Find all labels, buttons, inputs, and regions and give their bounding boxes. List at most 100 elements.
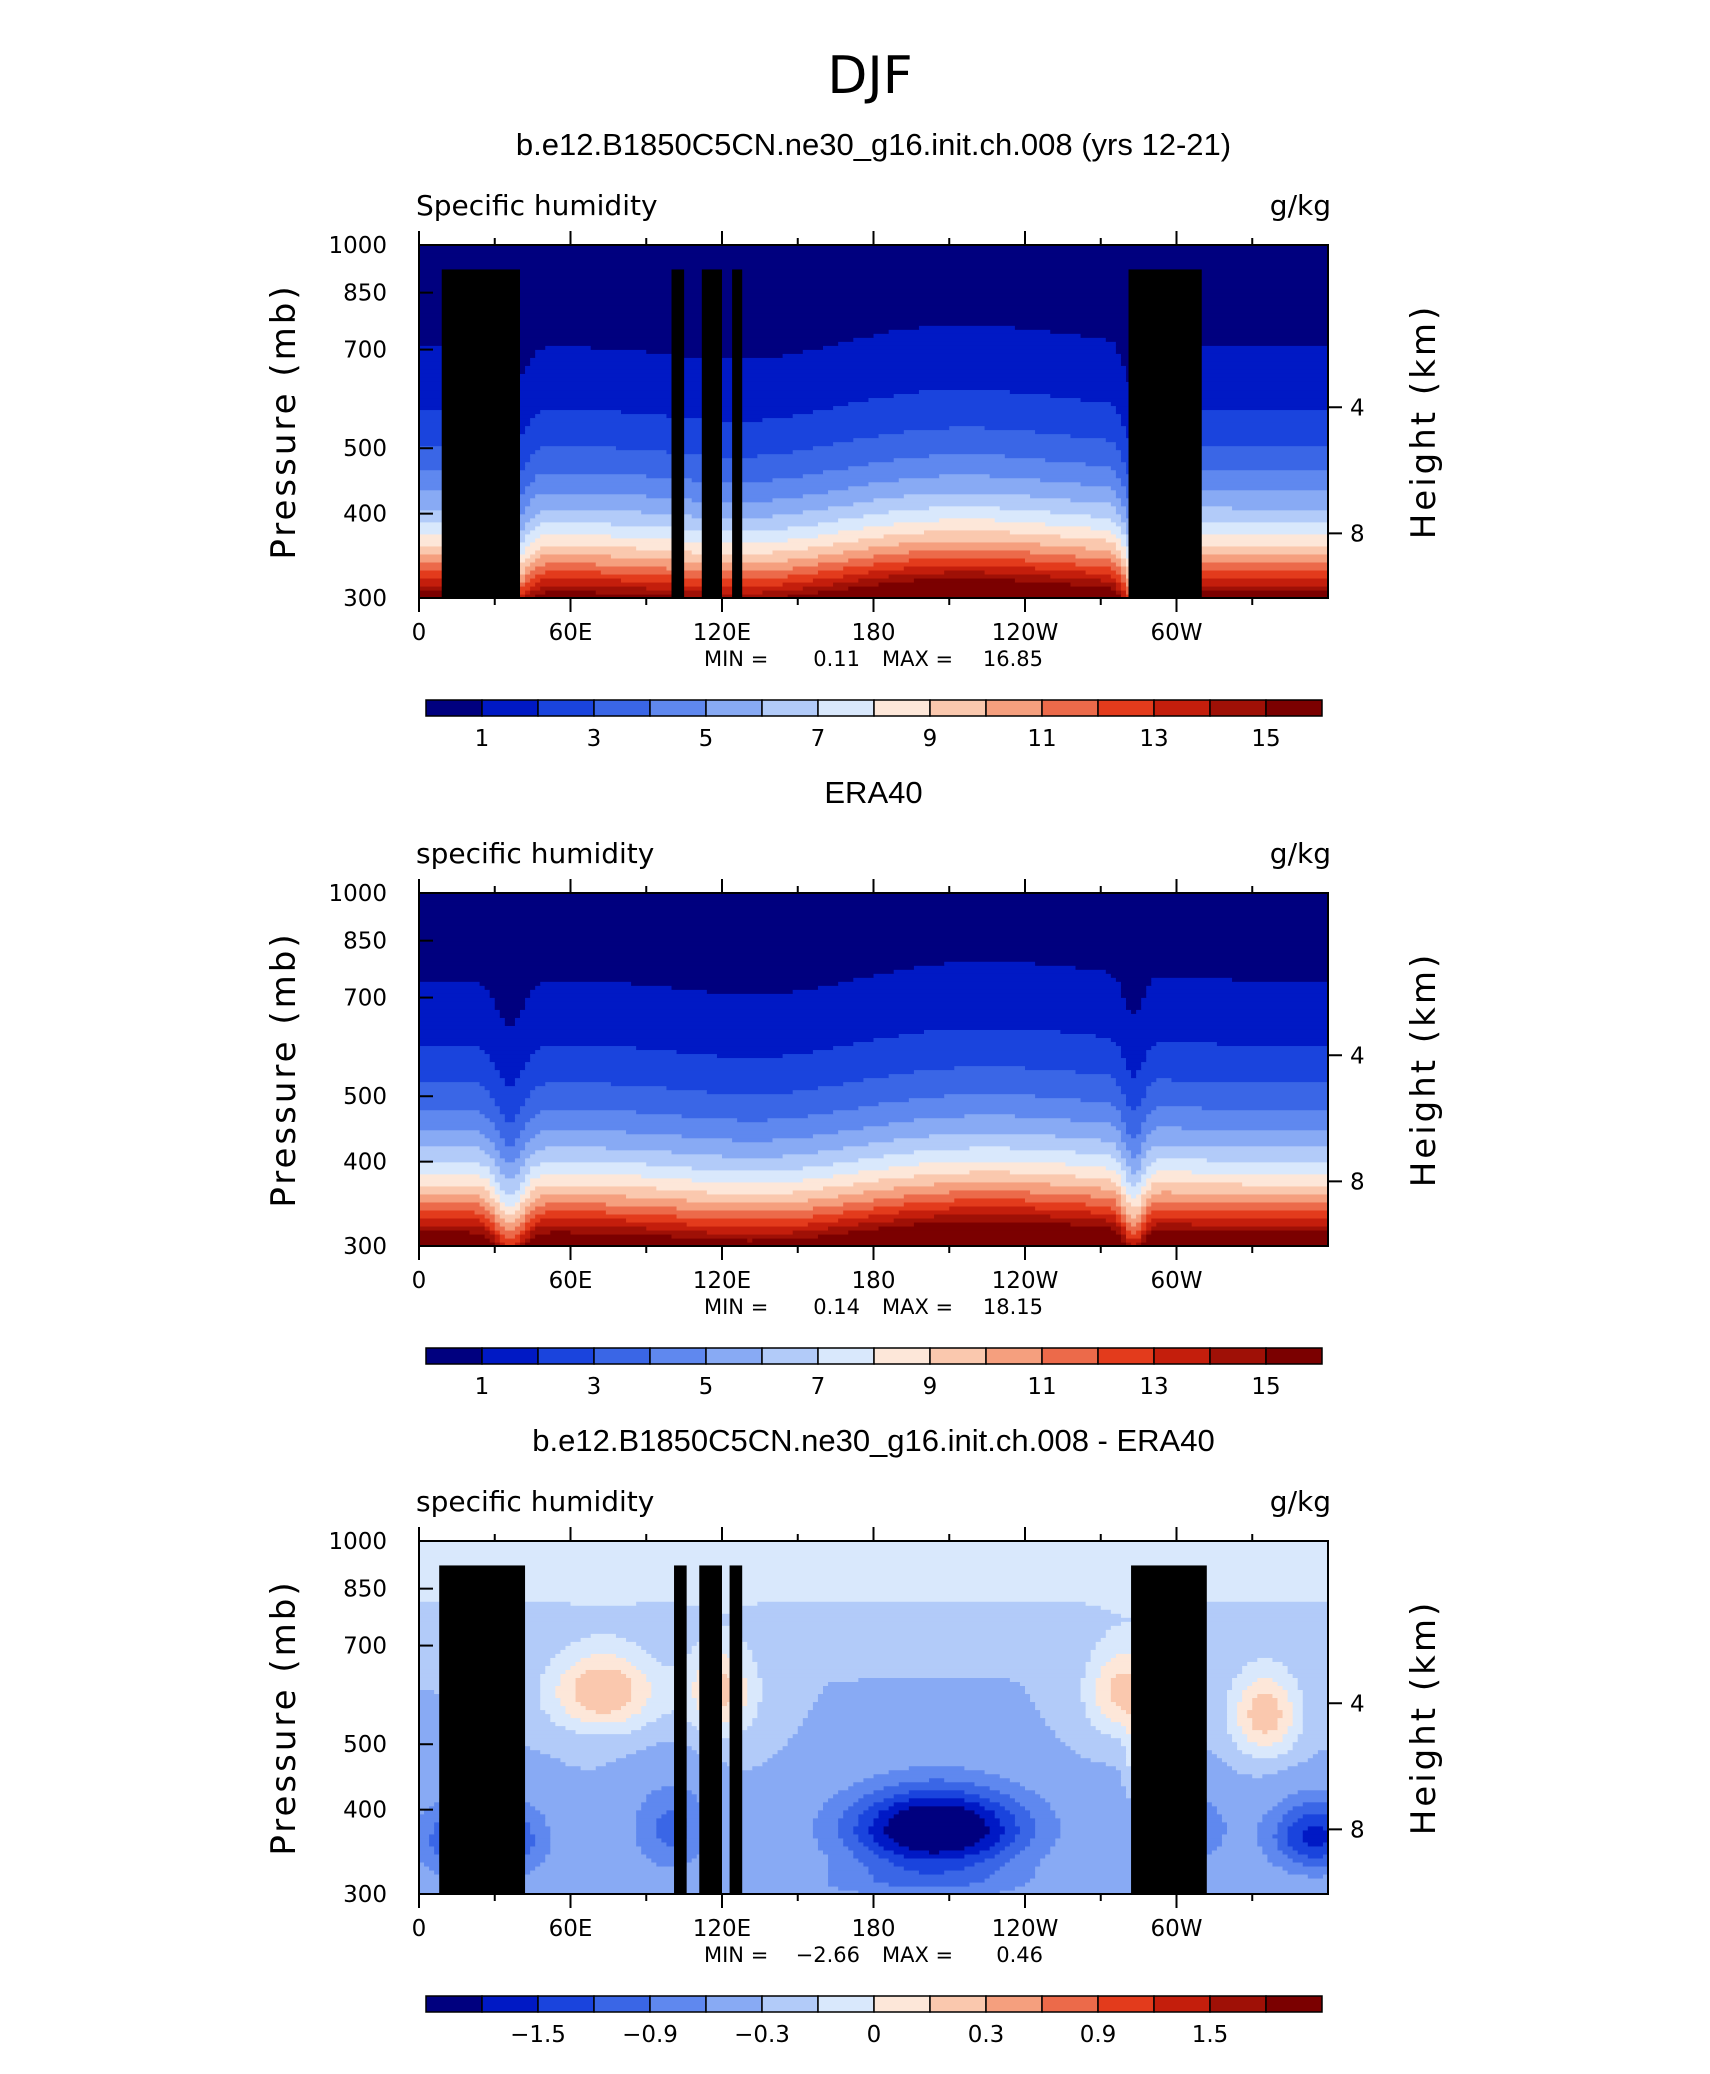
panel-3: b.e12.B1850C5CN.ne30_g16.init.ch.008 - E… (264, 1423, 1444, 2048)
colorbar-label: 7 (811, 726, 826, 752)
colorbar-label: 1 (475, 1374, 490, 1400)
x-tick-label: 60W (1150, 1268, 1202, 1294)
colorbar-swatch (929, 699, 987, 717)
colorbar-swatch (1041, 1347, 1099, 1365)
height-tick-label: 8 (1350, 1817, 1365, 1843)
colorbar-swatch (873, 1995, 931, 2013)
colorbar-swatch (1153, 1347, 1211, 1365)
x-tick-label: 180 (852, 1916, 896, 1942)
y-tick-label: 850 (343, 281, 387, 307)
colorbar-swatch (593, 1347, 651, 1365)
colorbar-swatch (649, 1995, 707, 2013)
colorbar-label: 3 (587, 726, 602, 752)
colorbar-swatch (649, 1347, 707, 1365)
colorbar-label: 11 (1027, 726, 1056, 752)
colorbar-label: 15 (1251, 726, 1280, 752)
colorbar-label: 1 (475, 726, 490, 752)
min-value: 0.14 (813, 1295, 860, 1319)
height-tick-label: 4 (1350, 1043, 1365, 1069)
y-tick-label: 850 (343, 1577, 387, 1603)
max-label: MAX = (882, 647, 953, 671)
colorbar-swatch (1265, 1347, 1323, 1365)
min-value: 0.11 (813, 647, 860, 671)
y-tick-label: 700 (343, 1634, 387, 1660)
terrain-block (701, 269, 722, 598)
colorbar-label: 11 (1027, 1374, 1056, 1400)
y-axis-title: Pressure (mb) (264, 1579, 304, 1855)
x-tick-label: 120E (693, 1268, 751, 1294)
y-tick-label: 500 (343, 436, 387, 462)
height-tick-label: 8 (1350, 1169, 1365, 1195)
colorbar-swatch (537, 1347, 595, 1365)
x-tick-label: 60E (549, 620, 593, 646)
colorbar-swatch (705, 699, 763, 717)
colorbar: −1.5 −0.9 −0.3 0 0.3 0.9 1.5 (425, 1995, 1323, 2048)
colorbar-label: 0.3 (968, 2022, 1005, 2048)
colorbar-label: 15 (1251, 1374, 1280, 1400)
x-tick-label: 60W (1150, 620, 1202, 646)
panels: b.e12.B1850C5CN.ne30_g16.init.ch.008 (yr… (264, 127, 1444, 2048)
units-label: g/kg (1270, 837, 1331, 870)
colorbar-swatch (761, 1347, 819, 1365)
colorbar-swatch (985, 1995, 1043, 2013)
colorbar-swatch (425, 1995, 483, 2013)
colorbar-label: 0 (867, 2022, 882, 2048)
y-tick-label: 700 (343, 986, 387, 1012)
terrain-block (671, 269, 685, 598)
variable-label: Specific humidity (416, 189, 658, 222)
x-tick-label: 120W (992, 1268, 1059, 1294)
terrain-block (1128, 269, 1202, 598)
y-tick-label: 850 (343, 929, 387, 955)
colorbar-swatch (1153, 1995, 1211, 2013)
colorbar-swatch (1097, 1347, 1155, 1365)
panel-1: b.e12.B1850C5CN.ne30_g16.init.ch.008 (yr… (264, 127, 1444, 752)
figure-title: DJF (827, 46, 912, 106)
terrain-block (1131, 1565, 1207, 1894)
y-tick-label: 300 (343, 586, 387, 612)
colorbar-swatch (1265, 1995, 1323, 2013)
max-value: 16.85 (983, 647, 1043, 671)
max-label: MAX = (882, 1943, 953, 1967)
colorbar-label: 0.9 (1080, 2022, 1117, 2048)
colorbar-swatch (1209, 1995, 1267, 2013)
colorbar-swatch (705, 1347, 763, 1365)
colorbar-swatch (1097, 1995, 1155, 2013)
colorbar-swatch (1097, 699, 1155, 717)
colorbar-swatch (873, 699, 931, 717)
y-axis-title: Pressure (mb) (264, 283, 304, 559)
colorbar-swatch (761, 1995, 819, 2013)
colorbar-label: 5 (699, 1374, 714, 1400)
y-tick-label: 300 (343, 1234, 387, 1260)
variable-label: specific humidity (416, 837, 654, 870)
colorbar-swatch (649, 699, 707, 717)
x-tick-label: 120E (693, 620, 751, 646)
y-axis-right-title: Height (km) (1404, 952, 1444, 1188)
panel-title: b.e12.B1850C5CN.ne30_g16.init.ch.008 - E… (532, 1423, 1214, 1458)
min-label: MIN = (704, 1295, 768, 1319)
terrain-block (489, 292, 518, 598)
colorbar-swatch (929, 1347, 987, 1365)
colorbar-swatch (985, 1347, 1043, 1365)
variable-label: specific humidity (416, 1485, 654, 1518)
min-value: −2.66 (796, 1943, 860, 1967)
y-tick-label: 400 (343, 1150, 387, 1176)
colorbar-swatch (817, 699, 875, 717)
contour-field (419, 893, 1329, 1247)
colorbar-swatch (1041, 1995, 1099, 2013)
y-tick-label: 400 (343, 1798, 387, 1824)
colorbar-swatch (929, 1995, 987, 2013)
height-tick-label: 4 (1350, 395, 1365, 421)
colorbar-swatch (761, 699, 819, 717)
x-tick-label: 0 (412, 1268, 427, 1294)
max-label: MAX = (882, 1295, 953, 1319)
y-tick-label: 400 (343, 502, 387, 528)
y-tick-label: 500 (343, 1732, 387, 1758)
height-tick-label: 4 (1350, 1691, 1365, 1717)
x-tick-label: 0 (412, 1916, 427, 1942)
colorbar: 1 3 5 7 9 11 13 15 (425, 699, 1323, 752)
x-tick-label: 120E (693, 1916, 751, 1942)
colorbar-swatch (817, 1347, 875, 1365)
colorbar-swatch (425, 699, 483, 717)
colorbar-swatch (481, 1347, 539, 1365)
panel-2: ERA40 specific humidity g/kg 0 60E 120E 180 120… (264, 775, 1444, 1400)
